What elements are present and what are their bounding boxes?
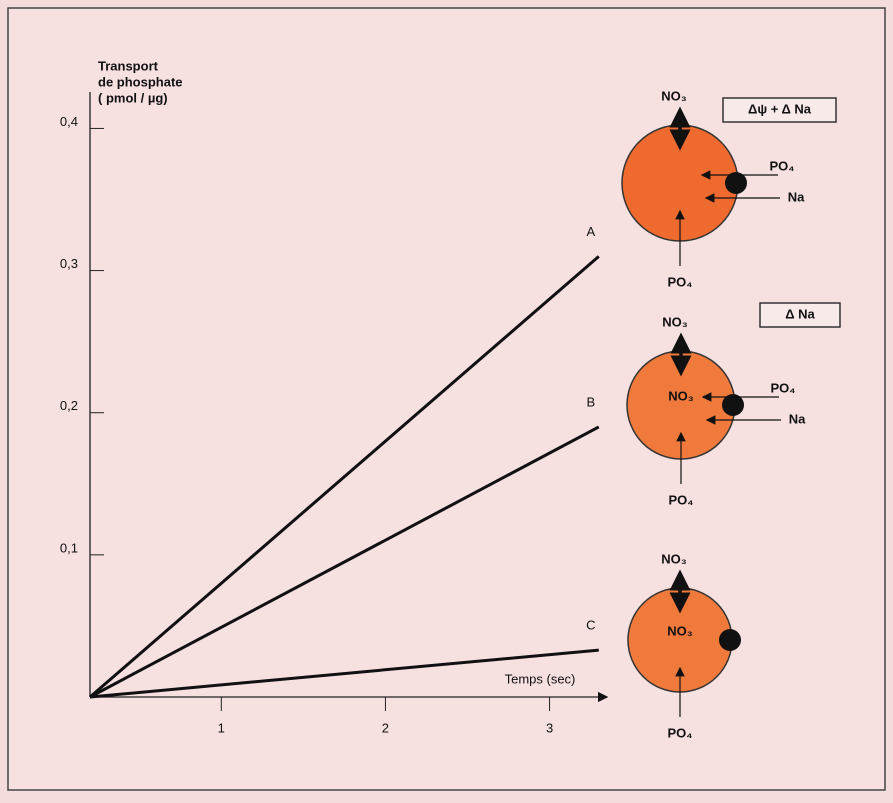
page: Transportde phosphate( pmol / µg) Temps (… (0, 0, 893, 803)
right-label: PO₄ (771, 380, 796, 395)
bottom-label: PO₄ (668, 725, 693, 740)
box-label: Δψ + Δ Na (748, 101, 812, 116)
series-label: C (586, 618, 595, 633)
frame (8, 8, 885, 790)
inside-label: NO₃ (668, 388, 694, 403)
bottom-label: PO₄ (669, 492, 694, 507)
transporter (719, 629, 741, 651)
y-axis-label: de phosphate (98, 74, 183, 89)
top-label: NO₃ (661, 551, 687, 566)
y-tick-label: 0,2 (60, 398, 78, 413)
y-tick-label: 0,4 (60, 114, 78, 129)
bottom-label: PO₄ (668, 274, 693, 289)
y-tick-label: 0,3 (60, 256, 78, 271)
right-label: PO₄ (770, 158, 795, 173)
x-tick-label: 1 (218, 720, 225, 735)
right-label: Na (789, 411, 806, 426)
right-label: Na (788, 189, 805, 204)
box-label: Δ Na (785, 306, 815, 321)
series-label: A (586, 224, 595, 239)
x-axis-label: Temps (sec) (505, 671, 576, 686)
x-tick-label: 2 (382, 720, 389, 735)
y-tick-label: 0,1 (60, 540, 78, 555)
inside-label: NO₃ (667, 623, 693, 638)
y-axis-label: ( pmol / µg) (98, 90, 168, 105)
y-axis-label: Transport (98, 58, 159, 73)
series-label: B (586, 394, 595, 409)
top-label: NO₃ (661, 88, 687, 103)
chart: Transportde phosphate( pmol / µg) Temps (… (0, 0, 893, 803)
top-label: NO₃ (662, 314, 688, 329)
x-tick-label: 3 (546, 720, 553, 735)
